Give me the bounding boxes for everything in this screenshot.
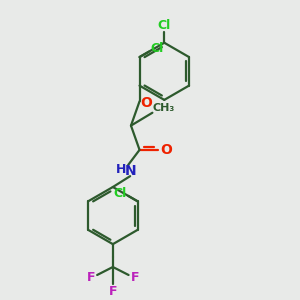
Text: Cl: Cl [113, 187, 126, 200]
Text: O: O [161, 143, 172, 157]
Text: H: H [116, 164, 126, 176]
Text: F: F [130, 271, 139, 284]
Text: F: F [109, 285, 117, 298]
Text: Cl: Cl [150, 42, 163, 55]
Text: N: N [124, 164, 136, 178]
Text: Cl: Cl [158, 19, 171, 32]
Text: F: F [87, 271, 95, 284]
Text: CH₃: CH₃ [152, 103, 174, 112]
Text: O: O [140, 96, 152, 110]
